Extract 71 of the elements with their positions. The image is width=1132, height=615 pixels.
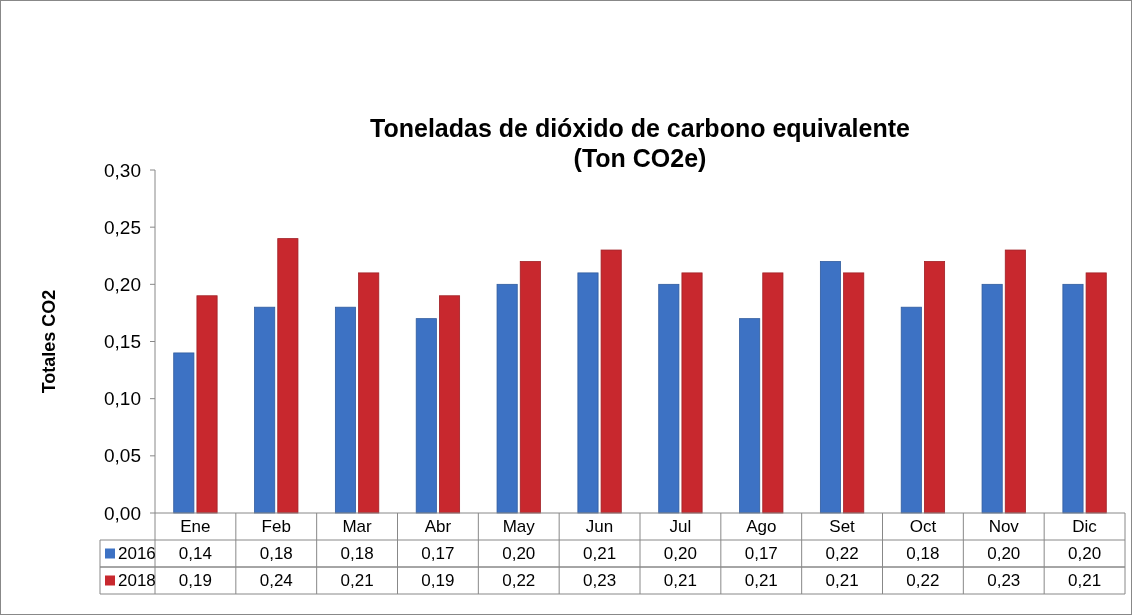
bar bbox=[739, 318, 761, 514]
data-label: 0,20 bbox=[663, 544, 697, 564]
y-tick-label: 0,30 bbox=[104, 159, 141, 181]
bar bbox=[334, 306, 356, 514]
y-tick-label: 0,20 bbox=[104, 273, 141, 295]
data-label: 0,18 bbox=[906, 544, 940, 564]
data-label: 0,18 bbox=[340, 544, 374, 564]
x-tick-label: Dic bbox=[1072, 517, 1098, 537]
y-tick-label: 0,05 bbox=[104, 445, 141, 467]
data-label: 0,21 bbox=[340, 571, 374, 591]
data-label: 0,19 bbox=[421, 571, 455, 591]
chart-title: Toneladas de dióxido de carbono equivalente (Ton CO2e) bbox=[370, 114, 911, 172]
bar bbox=[415, 318, 437, 514]
data-label: 0,22 bbox=[906, 571, 940, 591]
data-label: 0,22 bbox=[502, 571, 536, 591]
x-tick-label: Set bbox=[829, 517, 856, 537]
data-label: 0,22 bbox=[825, 544, 859, 564]
x-tick-label: Oct bbox=[909, 517, 937, 537]
data-label: 0,19 bbox=[178, 571, 212, 591]
y-tick-label: 0,15 bbox=[104, 331, 141, 353]
data-label: 0,17 bbox=[421, 544, 455, 564]
bar bbox=[843, 272, 865, 514]
bar bbox=[819, 261, 841, 514]
bar bbox=[900, 306, 922, 514]
y-tick-label: 0,00 bbox=[104, 502, 141, 524]
bar bbox=[1004, 249, 1026, 514]
data-label: 0,14 bbox=[178, 544, 212, 564]
bar bbox=[254, 306, 276, 514]
bar bbox=[658, 283, 680, 514]
data-label: 0,21 bbox=[744, 571, 778, 591]
bar bbox=[196, 295, 218, 514]
data-label: 0,21 bbox=[825, 571, 859, 591]
legend-label: 2018 bbox=[118, 571, 156, 591]
x-tick-label: Mar bbox=[342, 517, 373, 537]
data-label: 0,20 bbox=[987, 544, 1021, 564]
data-label: 0,23 bbox=[583, 571, 617, 591]
y-axis-title: Totales CO2 bbox=[39, 289, 59, 394]
bar bbox=[1085, 272, 1107, 514]
bar bbox=[924, 261, 946, 514]
x-tick-label: Nov bbox=[988, 517, 1020, 537]
x-tick-label: Jun bbox=[585, 517, 614, 537]
bar bbox=[277, 238, 299, 514]
bar bbox=[762, 272, 784, 514]
bar bbox=[981, 283, 1003, 514]
bar bbox=[439, 295, 461, 514]
x-tick-label: Ene bbox=[180, 517, 211, 537]
legend-label: 2016 bbox=[118, 544, 156, 564]
x-tick-label: Ago bbox=[746, 517, 777, 537]
bar bbox=[681, 272, 703, 514]
data-label: 0,20 bbox=[502, 544, 536, 564]
data-label: 0,24 bbox=[259, 571, 293, 591]
x-tick-label: Feb bbox=[261, 517, 291, 537]
y-tick-label: 0,25 bbox=[104, 216, 141, 238]
data-label: 0,21 bbox=[583, 544, 617, 564]
x-tick-label: May bbox=[502, 517, 536, 537]
bar bbox=[358, 272, 380, 514]
data-label: 0,21 bbox=[663, 571, 697, 591]
data-label: 0,17 bbox=[744, 544, 778, 564]
x-tick-label: Abr bbox=[424, 517, 452, 537]
bar bbox=[496, 283, 518, 514]
bar bbox=[577, 272, 599, 514]
data-label: 0,23 bbox=[987, 571, 1021, 591]
bar bbox=[519, 261, 541, 514]
bar bbox=[1062, 283, 1084, 514]
data-label: 0,20 bbox=[1068, 544, 1102, 564]
x-tick-label: Jul bbox=[669, 517, 692, 537]
y-tick-label: 0,10 bbox=[104, 388, 141, 410]
bar bbox=[600, 249, 622, 514]
data-label: 0,21 bbox=[1068, 571, 1102, 591]
data-label: 0,18 bbox=[259, 544, 293, 564]
bar bbox=[173, 352, 195, 514]
